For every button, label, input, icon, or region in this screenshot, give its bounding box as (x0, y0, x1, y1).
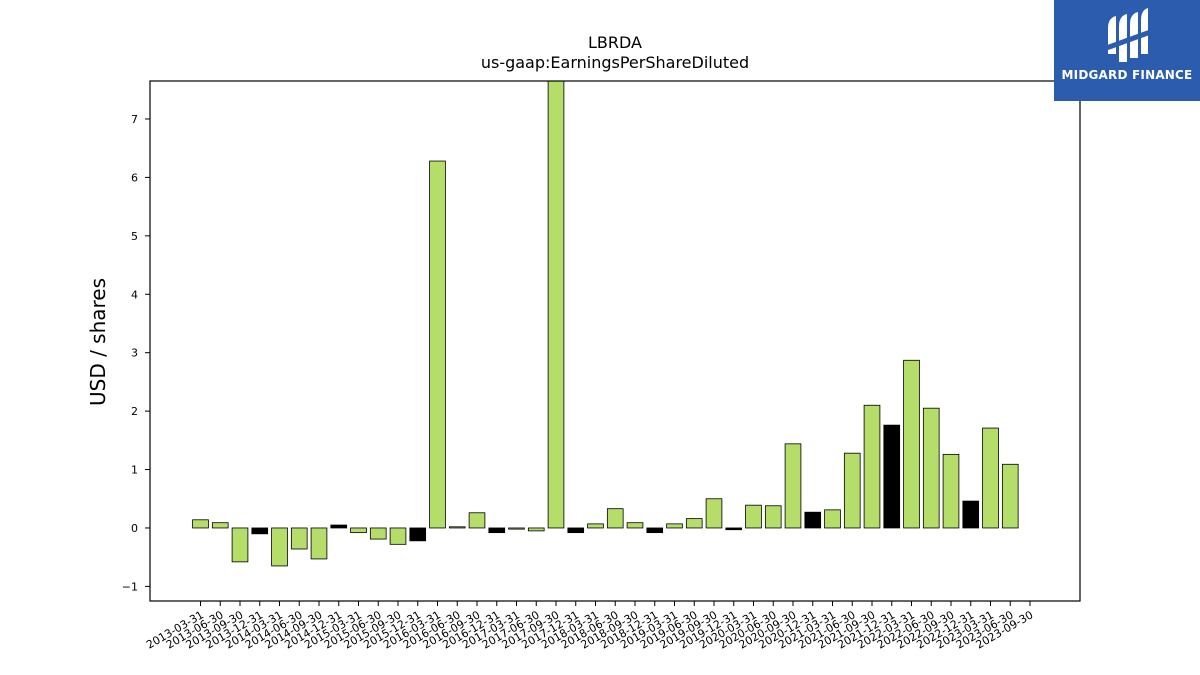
bar-2013-03-31 (192, 519, 209, 529)
bar-2016-12-31 (488, 527, 506, 534)
midgard-finance-logo: MIDGARD FINANCE (1054, 0, 1200, 101)
bar-2018-03-31 (587, 523, 604, 529)
bar-2023-06-30 (1001, 463, 1019, 529)
bar-2019-06-30 (685, 518, 703, 529)
bar-2018-12-31 (646, 527, 664, 534)
bar-2022-09-30 (942, 453, 960, 529)
bar-2017-03-31 (508, 527, 525, 530)
y-tick-label: 0 (131, 522, 138, 535)
bar-2015-06-30 (369, 527, 387, 540)
y-tick-label: 7 (131, 113, 138, 126)
bar-2014-12-31 (330, 524, 348, 529)
bar-2023-03-31 (982, 427, 999, 529)
bar-2013-12-31 (251, 527, 269, 535)
bar-2018-09-30 (626, 522, 644, 529)
bar-2021-06-30 (843, 452, 861, 529)
y-tick-label: −1 (122, 580, 138, 593)
y-axis-label: USD / shares (86, 278, 110, 406)
x-axis-ticks: 2013-03-312013-06-302013-09-302013-12-31… (144, 601, 1036, 652)
bar-2014-03-31 (271, 527, 288, 567)
bar-2020-12-31 (804, 511, 822, 529)
bar-2022-06-30 (922, 407, 940, 529)
bar-2015-12-31 (409, 527, 427, 542)
bar-2021-03-31 (824, 509, 841, 529)
y-tick-label: 4 (131, 288, 138, 301)
y-tick-label: 5 (131, 230, 138, 243)
bar-2019-09-30 (705, 498, 723, 529)
y-tick-label: 3 (131, 347, 138, 360)
bar-2020-03-31 (745, 504, 762, 529)
bar-2013-09-30 (231, 527, 249, 563)
plot-frame (149, 80, 1081, 602)
chart-title: LBRDA (588, 33, 642, 52)
bar-2014-09-30 (310, 527, 328, 560)
bar-2021-12-31 (883, 424, 901, 529)
bar-2019-03-31 (666, 523, 683, 529)
y-tick-label: 6 (131, 171, 138, 184)
logo-text: MIDGARD FINANCE (1061, 68, 1193, 82)
y-tick-label: 2 (131, 405, 138, 418)
midgard-logo-icon (1106, 8, 1150, 62)
bar-2016-09-30 (468, 512, 486, 529)
bar-2021-09-30 (863, 404, 881, 529)
bar-2017-06-30 (527, 527, 545, 532)
bars-group (192, 80, 1019, 567)
bar-2019-12-31 (725, 527, 743, 531)
bar-2020-09-30 (784, 443, 802, 529)
bar-2014-06-30 (290, 527, 308, 550)
bar-2020-06-30 (764, 505, 782, 529)
bar-2015-03-31 (350, 527, 367, 534)
bar-2016-06-30 (448, 526, 466, 529)
bar-2017-09-30 (547, 80, 565, 529)
chart-subtitle: us-gaap:EarningsPerShareDiluted (481, 53, 749, 72)
bar-2022-12-31 (962, 500, 980, 529)
bar-2016-03-31 (429, 160, 446, 529)
bar-2015-09-30 (389, 527, 407, 545)
bar-2022-03-31 (903, 359, 920, 529)
bar-2017-12-31 (567, 527, 585, 534)
bar-2018-06-30 (606, 508, 624, 529)
y-axis-ticks: −1 0 1 2 3 4 5 6 7 (122, 113, 150, 593)
y-tick-label: 1 (131, 464, 138, 477)
bar-2013-06-30 (211, 522, 229, 529)
